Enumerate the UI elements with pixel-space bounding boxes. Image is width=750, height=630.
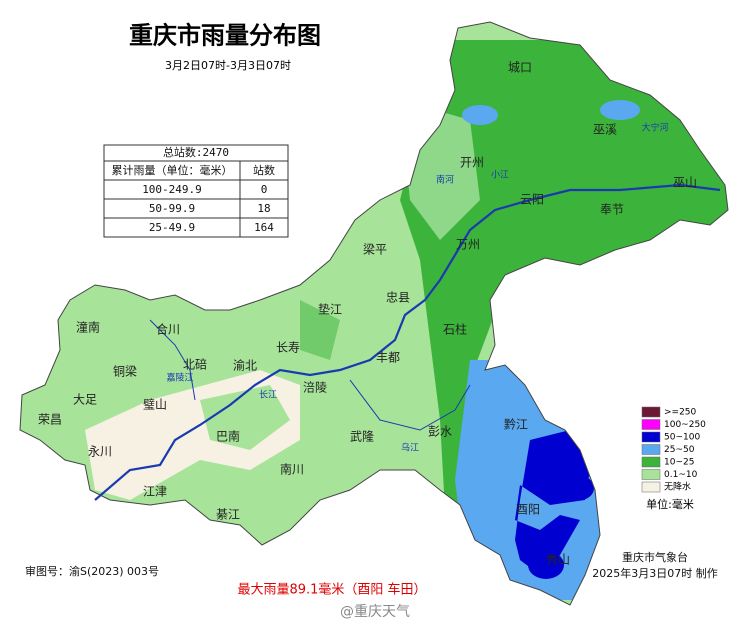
place-label: 巫山 bbox=[673, 176, 697, 190]
place-label: 忠县 bbox=[386, 291, 410, 305]
place-label: 酉阳 bbox=[516, 503, 540, 517]
place-label: 荣昌 bbox=[38, 413, 62, 427]
river-label: 小江 bbox=[491, 170, 509, 181]
approval-number: 审图号：渝S(2023) 003号 bbox=[25, 564, 159, 578]
place-label: 潼南 bbox=[76, 320, 100, 335]
table-cell: 164 bbox=[254, 221, 274, 234]
river-label: 乌江 bbox=[401, 442, 419, 454]
place-label: 巴南 bbox=[216, 429, 240, 444]
place-label: 石柱 bbox=[443, 322, 467, 337]
river-label: 长江 bbox=[259, 389, 277, 401]
legend-swatch bbox=[641, 406, 661, 418]
max-rainfall: 最大雨量89.1毫米（酉阳 车田） bbox=[237, 582, 426, 598]
place-label: 武隆 bbox=[350, 429, 374, 444]
legend-swatch bbox=[641, 456, 661, 468]
legend-swatch bbox=[641, 431, 661, 443]
issue-time: 2025年3月3日07时 制作 bbox=[592, 566, 718, 580]
place-label: 涪陵 bbox=[303, 380, 327, 395]
legend-label: 无降水 bbox=[664, 481, 691, 493]
place-label: 铜梁 bbox=[113, 364, 137, 379]
legend-label: >=250 bbox=[664, 408, 697, 418]
place-label: 梁平 bbox=[363, 242, 387, 257]
place-label: 丰都 bbox=[376, 351, 400, 365]
place-label: 秀山 bbox=[546, 553, 570, 567]
legend-label: 50~100 bbox=[664, 433, 700, 443]
table-header: 站数 bbox=[253, 163, 275, 177]
place-label: 垫江 bbox=[318, 302, 342, 317]
river-label: 大宁河 bbox=[641, 122, 668, 134]
subtitle: 3月2日07时-3月3日07时 bbox=[165, 59, 291, 72]
place-label: 江津 bbox=[143, 485, 167, 499]
table-title: 总站数:2470 bbox=[163, 145, 229, 159]
agency: 重庆市气象台 bbox=[622, 550, 688, 564]
legend-label: 0.1~10 bbox=[664, 470, 698, 480]
place-label: 巫溪 bbox=[593, 123, 617, 137]
place-label: 黔江 bbox=[504, 417, 528, 432]
place-label: 开州 bbox=[460, 156, 484, 170]
place-label: 云阳 bbox=[520, 193, 544, 207]
stats-table: 总站数:2470 累计雨量（单位：毫米） 站数 100-249.9 0 50-9… bbox=[103, 144, 289, 238]
table-cell: 100-249.9 bbox=[142, 183, 202, 196]
place-label: 璧山 bbox=[143, 397, 167, 412]
legend-swatch bbox=[641, 469, 661, 480]
place-label: 綦江 bbox=[216, 508, 240, 522]
place-label: 渝北 bbox=[233, 358, 257, 373]
legend-label: 25~50 bbox=[664, 445, 695, 455]
river-label: 嘉陵江 bbox=[166, 372, 193, 384]
place-label: 南川 bbox=[280, 462, 304, 477]
place-label: 永川 bbox=[88, 445, 112, 459]
place-label: 长寿 bbox=[276, 341, 300, 355]
title: 重庆市雨量分布图 bbox=[129, 22, 321, 50]
table-cell: 50-99.9 bbox=[149, 202, 195, 215]
legend-label: 10~25 bbox=[664, 458, 694, 468]
wujiang-river bbox=[349, 379, 471, 431]
place-label: 彭水 bbox=[428, 425, 452, 439]
place-label: 北碚 bbox=[183, 357, 207, 372]
legend-swatch bbox=[641, 444, 661, 455]
river-label: 南河 bbox=[436, 174, 454, 186]
legend-label: 100~250 bbox=[664, 420, 706, 430]
watermark: @重庆天气 bbox=[340, 604, 410, 620]
table-cell: 18 bbox=[257, 202, 270, 215]
yangtze-river bbox=[94, 183, 721, 501]
table-header: 累计雨量（单位：毫米） bbox=[112, 163, 233, 177]
place-label: 合川 bbox=[156, 322, 180, 337]
legend-swatch bbox=[641, 419, 661, 430]
legend-unit: 单位:毫米 bbox=[646, 497, 694, 511]
legend-swatch bbox=[641, 481, 661, 493]
place-label: 万州 bbox=[456, 238, 480, 252]
place-label: 大足 bbox=[73, 393, 97, 407]
place-label: 奉节 bbox=[600, 203, 624, 217]
jialing-river bbox=[149, 319, 196, 401]
table-cell: 0 bbox=[261, 183, 268, 196]
place-label: 城口 bbox=[508, 61, 532, 75]
table-cell: 25-49.9 bbox=[149, 221, 195, 234]
